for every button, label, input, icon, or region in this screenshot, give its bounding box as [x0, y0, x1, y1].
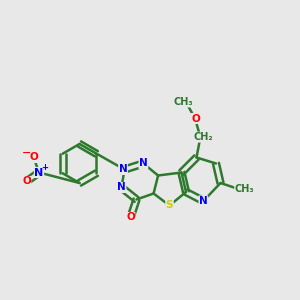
Text: O: O — [191, 113, 200, 124]
Text: N: N — [117, 182, 126, 193]
Text: N: N — [139, 158, 148, 169]
Text: O: O — [22, 176, 31, 187]
Text: N: N — [199, 196, 208, 206]
Text: O: O — [29, 152, 38, 163]
Text: N: N — [34, 167, 43, 178]
Text: CH₃: CH₃ — [235, 184, 254, 194]
Text: N: N — [118, 164, 127, 175]
Text: O: O — [126, 212, 135, 223]
Text: CH₃: CH₃ — [174, 97, 194, 107]
Text: −: − — [22, 148, 32, 158]
Text: CH₂: CH₂ — [194, 132, 213, 142]
Text: +: + — [41, 163, 48, 172]
Text: S: S — [166, 200, 173, 211]
